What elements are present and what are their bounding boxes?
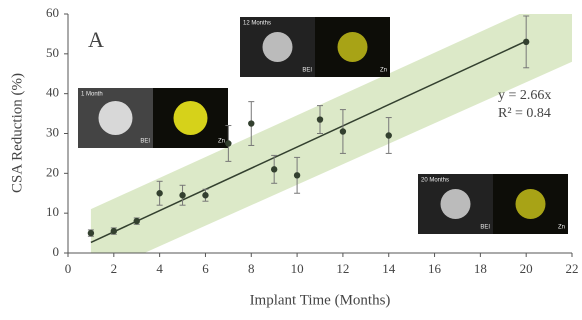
y-axis-label: CSA Reduction (%) xyxy=(9,73,25,193)
x-axis-label: Implant Time (Months) xyxy=(250,292,391,308)
x-tick-label: 22 xyxy=(566,261,579,276)
x-tick-label: 14 xyxy=(382,261,396,276)
data-point xyxy=(294,172,300,178)
x-tick-label: 4 xyxy=(156,261,163,276)
inset-label: 20 Months xyxy=(421,178,449,184)
y-tick-label: 50 xyxy=(46,45,59,60)
data-point xyxy=(134,218,140,224)
inset-bei-label: BEI xyxy=(480,225,490,231)
data-point xyxy=(179,192,185,198)
y-tick-label: 10 xyxy=(46,204,59,219)
inset: 12 Months BEI Zn xyxy=(240,17,390,77)
data-point xyxy=(248,120,254,126)
x-tick-label: 2 xyxy=(111,261,118,276)
r-squared: R² = 0.84 xyxy=(498,106,551,121)
y-tick-label: 30 xyxy=(46,124,59,139)
zn-particle xyxy=(174,101,208,135)
data-point xyxy=(88,230,94,236)
inset-zn-label: Zn xyxy=(218,139,225,145)
x-tick-label: 18 xyxy=(474,261,487,276)
y-tick-label: 60 xyxy=(46,5,59,20)
zn-particle xyxy=(338,32,368,62)
inset-zn-label: Zn xyxy=(380,68,387,74)
data-point xyxy=(317,116,323,122)
panel-label: A xyxy=(88,27,104,52)
inset-bei-label: BEI xyxy=(302,68,312,74)
y-tick-label: 20 xyxy=(46,164,59,179)
data-point xyxy=(225,140,231,146)
x-tick-label: 12 xyxy=(336,261,349,276)
chart: A y = 2.66x R² = 0.84 Implant Time (Mont… xyxy=(0,0,582,320)
data-point xyxy=(340,128,346,134)
x-tick-label: 10 xyxy=(291,261,304,276)
x-tick-label: 20 xyxy=(520,261,533,276)
x-tick-label: 0 xyxy=(65,261,72,276)
zn-particle xyxy=(516,189,546,219)
inset-label: 12 Months xyxy=(243,21,271,27)
bei-particle xyxy=(441,189,471,219)
inset: 20 Months BEI Zn xyxy=(418,174,568,234)
data-point xyxy=(156,190,162,196)
data-point xyxy=(111,228,117,234)
inset-label: 1 Month xyxy=(81,92,103,98)
data-point xyxy=(386,132,392,138)
inset-bei-label: BEI xyxy=(140,139,150,145)
y-tick-label: 0 xyxy=(53,244,60,259)
data-point xyxy=(523,39,529,45)
data-point xyxy=(271,166,277,172)
inset-zn-label: Zn xyxy=(558,225,565,231)
x-tick-label: 16 xyxy=(428,261,442,276)
inset: 1 Month BEI Zn xyxy=(78,88,228,148)
bei-particle xyxy=(263,32,293,62)
x-tick-label: 8 xyxy=(248,261,255,276)
y-tick-label: 40 xyxy=(46,85,59,100)
equation: y = 2.66x xyxy=(498,88,551,103)
bei-particle xyxy=(99,101,133,135)
data-point xyxy=(202,192,208,198)
x-tick-label: 6 xyxy=(202,261,209,276)
